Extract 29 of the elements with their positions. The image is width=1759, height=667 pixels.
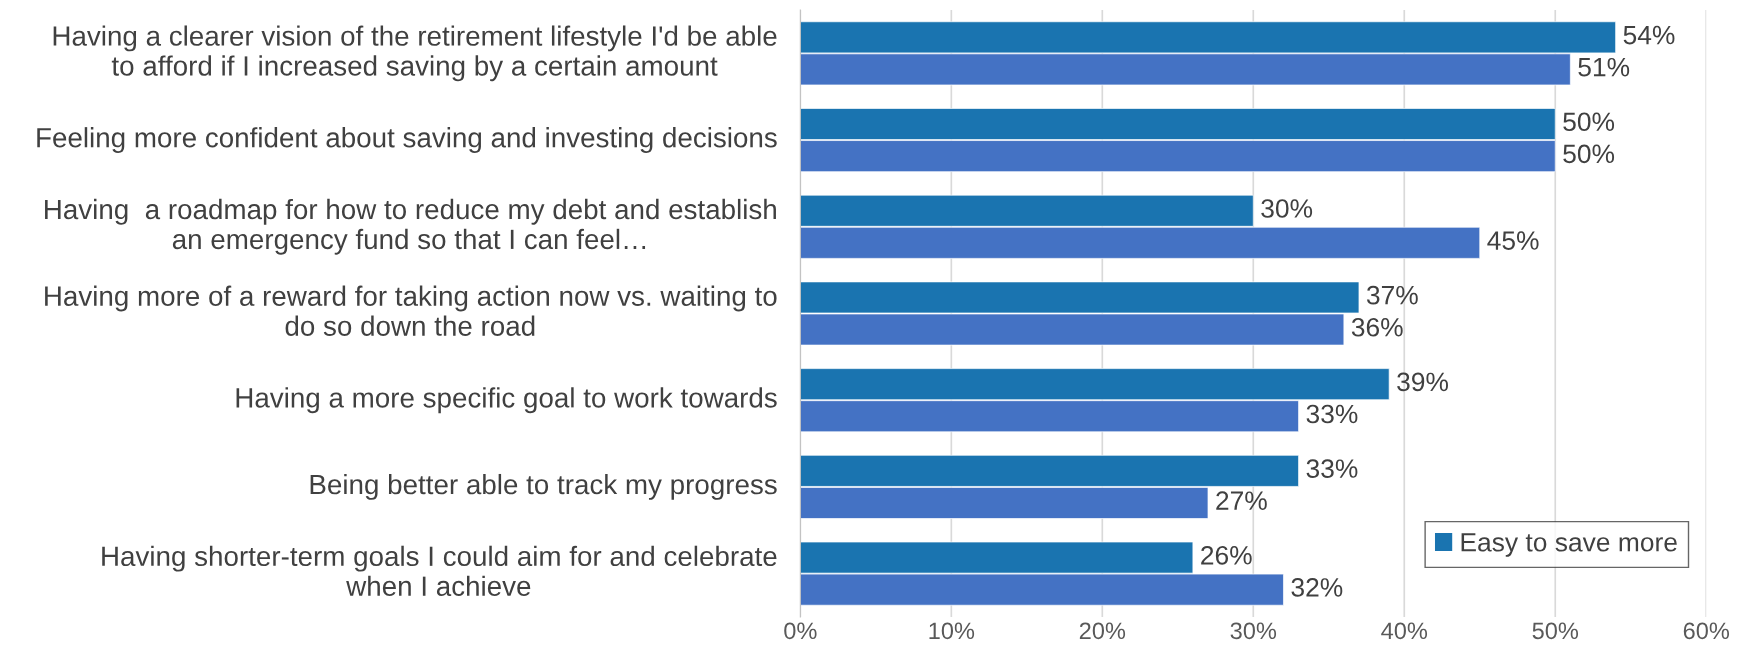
data-label: 30%: [1261, 199, 1313, 218]
x-tick-label: 0%: [784, 622, 817, 640]
data-label: 27%: [1216, 491, 1267, 510]
data-label: 39%: [1397, 372, 1448, 392]
data-label: 26%: [1201, 545, 1252, 565]
y-tick-label: Having a roadmap for how to reduce my debt and establish an emergency fund so that I can feel…: [45, 198, 776, 255]
data-label: 51%: [1578, 57, 1630, 77]
data-label: 32%: [1291, 578, 1343, 597]
x-tick-label: 20%: [1079, 622, 1126, 640]
data-label: 33%: [1306, 459, 1358, 478]
x-tick-label: 40%: [1381, 622, 1428, 640]
data-label: 50%: [1563, 112, 1615, 132]
data-label: 36%: [1351, 317, 1403, 337]
y-tick-label: Having a clearer vision of the retirement lifestyle I'd be able to afford if I increased saving by a certain amount: [53, 25, 777, 82]
data-label: 45%: [1487, 231, 1539, 250]
x-tick-label: 10%: [929, 622, 975, 640]
y-tick-label: Being better able to track my progress: [310, 473, 777, 500]
x-tick-label: 30%: [1230, 622, 1277, 640]
y-tick-label: Having a more specific goal to work towards: [236, 387, 777, 414]
data-label: 54%: [1623, 25, 1675, 45]
legend-label: Easy to save more: [1461, 533, 1677, 557]
y-tick-label: Having more of a reward for taking action now vs. waiting to do so down the road: [45, 285, 777, 336]
data-label: 37%: [1366, 285, 1418, 305]
y-tick-label: Feeling more confident about saving and investing decisions: [37, 127, 777, 154]
x-tick-label: 60%: [1683, 622, 1730, 640]
y-tick-label: Having shorter-term goals I could aim for and celebrate when I achieve: [102, 545, 777, 597]
x-tick-label: 50%: [1532, 622, 1579, 640]
data-label: 33%: [1306, 404, 1358, 424]
data-label: 50%: [1563, 144, 1615, 164]
